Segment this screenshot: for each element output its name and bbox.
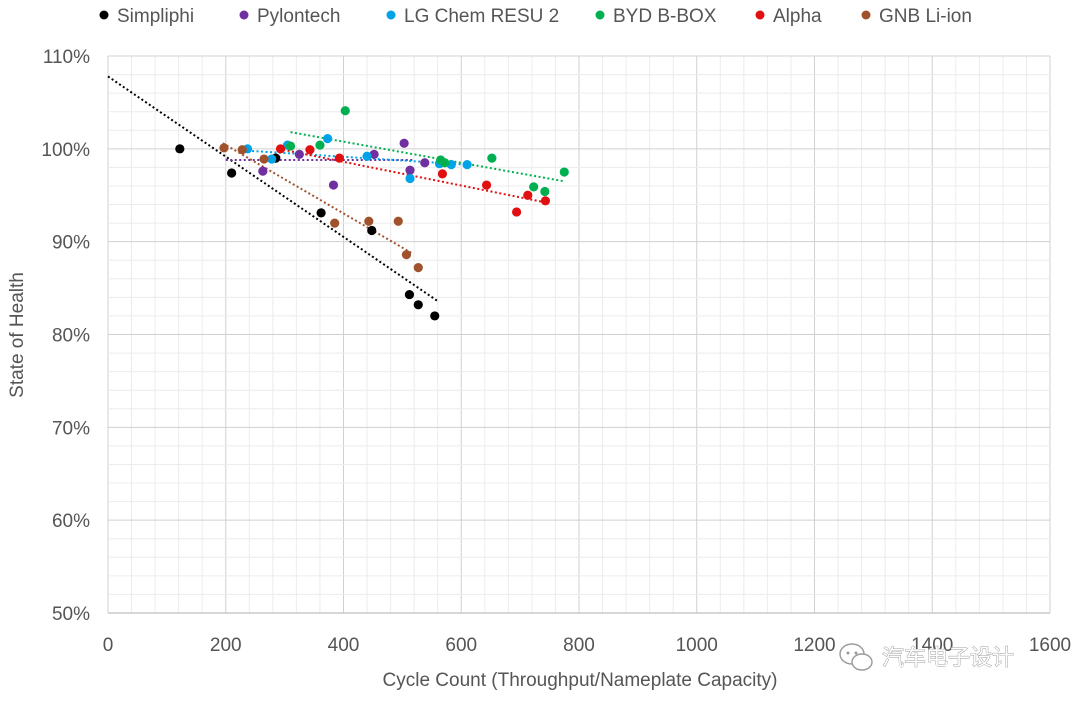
legend-marker: [386, 10, 396, 20]
point-pylontech: [369, 149, 379, 160]
point-pylontech: [420, 158, 430, 168]
y-tick-label: 50%: [52, 604, 90, 625]
legend-marker: [755, 10, 765, 20]
x-tick-label: 200: [210, 635, 242, 656]
point-simpliphi: [227, 168, 237, 178]
y-tick-label: 80%: [52, 326, 90, 347]
trendline-gnb-li-ion: [222, 142, 412, 254]
point-lg-chem-resu-2: [323, 134, 333, 144]
point-gnb-li-ion: [330, 218, 340, 228]
point-alpha: [540, 196, 551, 206]
point-alpha: [305, 145, 315, 155]
grid: [107, 55, 1051, 614]
point-lg-chem-resu-2: [462, 160, 472, 170]
y-tick-labels: 50% 60% 70% 80% 90% 100% 110%: [41, 47, 90, 625]
point-byd-b-box: [540, 186, 550, 197]
wechat-icon: [839, 643, 873, 671]
point-pylontech: [328, 180, 339, 190]
legend-item-alpha: Alpha: [755, 6, 822, 27]
y-tick-label: 100%: [41, 140, 90, 161]
y-tick-label: 90%: [52, 233, 90, 254]
trendline-lg-chem-resu-2: [247, 149, 468, 166]
watermark-text: 汽车电子设计: [882, 646, 1014, 671]
point-lg-chem-resu-2: [267, 154, 277, 164]
point-byd-b-box: [340, 106, 350, 116]
point-byd-b-box: [529, 182, 539, 192]
point-byd-b-box: [285, 141, 296, 151]
y-tick-label: 70%: [52, 418, 90, 439]
legend-marker: [239, 10, 249, 20]
watermark: 汽车电子设计: [839, 643, 1014, 671]
point-simpliphi: [413, 300, 423, 310]
x-tick-label: 400: [328, 635, 360, 656]
point-byd-b-box: [440, 158, 450, 168]
point-byd-b-box: [315, 140, 325, 150]
point-gnb-li-ion: [401, 250, 412, 260]
legend-label: BYD B-BOX: [613, 6, 717, 27]
x-tick-label: 0: [103, 635, 114, 656]
x-tick-label: 1200: [793, 635, 835, 656]
x-tick-label: 1000: [676, 635, 718, 656]
point-lg-chem-resu-2: [405, 173, 415, 184]
point-gnb-li-ion: [259, 154, 269, 164]
legend-item-byd-b-box: BYD B-BOX: [595, 6, 717, 27]
point-alpha: [437, 169, 448, 179]
point-gnb-li-ion: [364, 216, 374, 226]
point-simpliphi: [367, 225, 377, 236]
trendline-byd-b-box: [290, 131, 565, 183]
point-gnb-li-ion: [237, 145, 247, 155]
legend-item-gnb-li-ion: GNB Li-ion: [861, 6, 972, 27]
point-gnb-li-ion: [219, 143, 229, 153]
point-alpha: [481, 180, 492, 190]
point-pylontech: [294, 149, 304, 160]
point-pylontech: [405, 165, 415, 175]
point-simpliphi: [175, 144, 185, 154]
point-gnb-li-ion: [413, 263, 423, 273]
y-tick-label: 110%: [43, 47, 90, 68]
point-simpliphi: [316, 208, 326, 218]
x-tick-label: 1600: [1029, 635, 1071, 656]
legend-label: Pylontech: [257, 6, 340, 27]
legend-label: LG Chem RESU 2: [404, 6, 559, 27]
point-alpha: [275, 144, 286, 154]
point-lg-chem-resu-2: [362, 151, 372, 161]
point-alpha: [334, 153, 344, 163]
x-axis-title: Cycle Count (Throughput/Nameplate Capaci…: [383, 670, 778, 691]
x-tick-label: 1400: [911, 635, 953, 656]
point-alpha: [523, 190, 533, 200]
x-tick-labels: 0 200 400 600 800 1000 1200 1400 1600: [103, 635, 1071, 656]
legend-marker: [861, 10, 871, 20]
legend-label: Alpha: [773, 6, 822, 27]
point-byd-b-box: [487, 153, 497, 163]
point-alpha: [511, 207, 522, 217]
x-tick-label: 800: [563, 635, 595, 656]
point-pylontech: [399, 138, 409, 148]
trendline-simpliphi: [107, 75, 439, 302]
data-points: [175, 106, 569, 321]
legend-label: GNB Li-ion: [879, 6, 972, 27]
legend: Simpliphi Pylontech LG Chem RESU 2 BYD B-BO…: [99, 6, 972, 27]
legend-marker: [595, 10, 605, 20]
y-axis-title: State of Health: [7, 272, 28, 398]
y-tick-label: 60%: [52, 511, 90, 532]
legend-item-pylontech: Pylontech: [239, 6, 340, 27]
point-byd-b-box: [559, 167, 569, 177]
legend-item-simpliphi: Simpliphi: [99, 6, 194, 27]
legend-item-lg-chem-resu-2: LG Chem RESU 2: [386, 6, 559, 27]
point-simpliphi: [430, 311, 440, 321]
point-gnb-li-ion: [393, 216, 403, 226]
x-tick-label: 600: [445, 635, 477, 656]
point-simpliphi: [404, 289, 415, 300]
legend-label: Simpliphi: [117, 6, 194, 27]
legend-marker: [99, 10, 109, 20]
point-pylontech: [258, 166, 268, 176]
